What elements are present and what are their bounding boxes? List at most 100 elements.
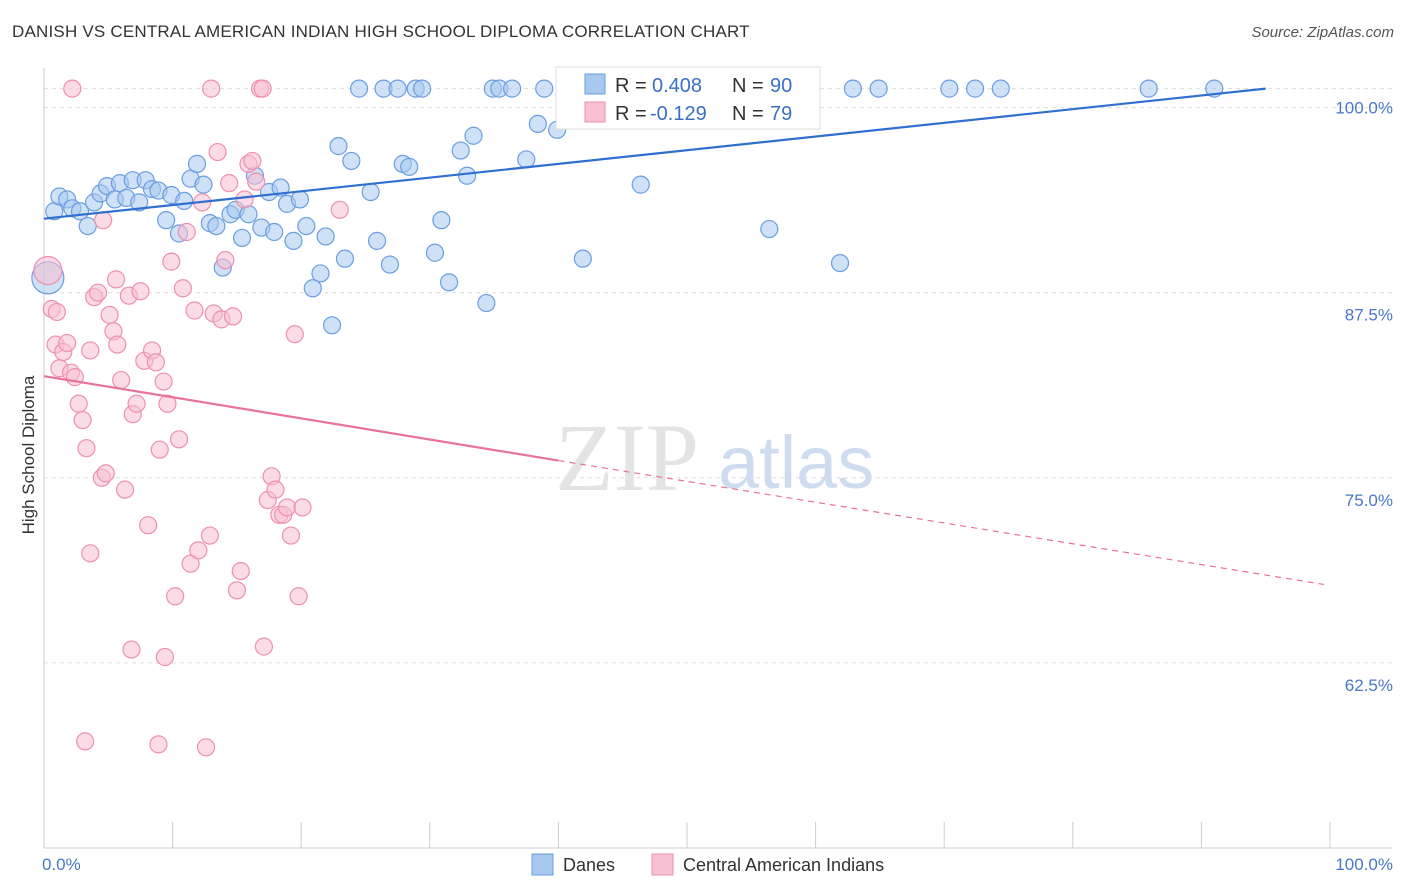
stats-swatch-cai: [584, 101, 606, 123]
danes-point: [335, 249, 355, 268]
danes-point: [439, 273, 459, 292]
cai-point: [196, 738, 216, 757]
stats-legend-box: R = 0.408 N = 90 R = -0.129 N = 79: [555, 66, 821, 130]
danes-point: [175, 191, 194, 211]
stats-swatch-danes: [584, 73, 606, 95]
cai-point: [158, 394, 177, 413]
cai-point: [166, 587, 185, 606]
danes-point: [284, 231, 303, 250]
stat-r-label-cai: R =: [615, 103, 647, 125]
danes-point: [991, 79, 1010, 98]
danes-point: [271, 178, 290, 197]
cai-point: [127, 394, 146, 413]
danes-point: [361, 182, 380, 202]
cai-point: [69, 394, 88, 413]
cai-point: [100, 305, 119, 325]
cai-point: [208, 142, 227, 162]
y-tick-label-2: 87.5%: [1345, 306, 1393, 325]
danes-point: [207, 216, 226, 236]
zipatlas-watermark: ZIP atlas: [555, 404, 874, 511]
danes-point: [232, 228, 252, 248]
stat-n-value-cai: 79: [770, 103, 792, 125]
cai-point: [169, 430, 189, 449]
cai-point: [96, 464, 115, 483]
cai-trend-line-extension: [558, 459, 1325, 586]
danes-point: [380, 255, 400, 274]
x-tick-label-0: 0.0%: [42, 855, 81, 874]
cai-point: [106, 270, 126, 289]
cai-point: [277, 498, 297, 517]
cai-point: [330, 200, 349, 219]
cai-point: [77, 439, 96, 458]
cai-point: [47, 302, 66, 322]
danes-point: [830, 253, 850, 273]
danes-point: [517, 150, 536, 169]
danes-point: [367, 231, 387, 250]
cai-point: [185, 301, 204, 320]
cai-point: [220, 174, 239, 193]
danes-point: [869, 79, 888, 98]
y-axis-title: High School Diploma: [19, 375, 38, 534]
danes-point: [322, 316, 342, 335]
cai-point: [177, 222, 196, 242]
cai-point: [149, 735, 168, 754]
danes-point: [573, 249, 592, 268]
danes-point: [432, 211, 451, 230]
danes-point: [157, 211, 176, 230]
cai-point: [73, 410, 92, 430]
danes-point: [342, 151, 361, 171]
legend-swatch-danes: [531, 853, 554, 876]
cai-point: [150, 440, 169, 459]
danes-point: [303, 279, 322, 298]
cai-point: [243, 151, 262, 171]
y-tick-label-1: 75.0%: [1345, 491, 1393, 510]
danes-point: [457, 166, 477, 185]
danes-point: [412, 79, 432, 98]
cai-point: [189, 541, 208, 560]
danes-point: [528, 114, 547, 134]
danes-point: [78, 216, 97, 236]
cai-point: [112, 370, 131, 390]
danes-point: [535, 79, 554, 98]
danes-point: [464, 126, 483, 145]
danes-point: [349, 79, 369, 98]
cai-point: [81, 341, 100, 360]
cai-point: [223, 307, 243, 326]
cai-point: [76, 732, 95, 751]
cai-point: [254, 637, 274, 656]
cai-point: [216, 251, 235, 270]
cai-point: [231, 561, 250, 581]
cai-point: [227, 581, 246, 600]
x-tick-labels: 0.0% 100.0%: [42, 855, 1393, 874]
legend-swatch-cai: [651, 853, 674, 876]
watermark-zip: ZIP: [555, 404, 699, 511]
legend-label-danes: Danes: [563, 855, 615, 875]
cai-point: [293, 498, 312, 517]
y-tick-labels: 62.5% 75.0% 87.5% 100.0%: [1335, 99, 1393, 695]
danes-point: [311, 264, 330, 283]
danes-point: [1139, 79, 1158, 98]
central-american-indians-points: [33, 79, 349, 757]
danes-point: [940, 79, 959, 98]
cai-point: [154, 372, 173, 391]
cai-trend-line: [43, 375, 559, 462]
cai-point: [58, 333, 77, 353]
axes: [43, 68, 1392, 849]
stat-n-value-danes: 90: [770, 75, 792, 97]
cai-point: [181, 554, 200, 573]
y-tick-label-3: 100.0%: [1335, 99, 1393, 118]
stat-r-label-danes: R =: [615, 75, 647, 97]
danes-point: [388, 79, 407, 98]
danes-trend-line: [43, 87, 1266, 220]
stat-n-label-danes: N =: [732, 75, 764, 97]
danes-point: [239, 205, 258, 224]
danes-point: [503, 79, 522, 98]
stat-n-label-cai: N =: [732, 103, 764, 125]
cai-point: [146, 353, 165, 372]
chart-title: DANISH VS CENTRAL AMERICAN INDIAN HIGH S…: [12, 22, 750, 41]
cai-point: [139, 516, 158, 535]
cai-point: [94, 211, 113, 230]
danes-point: [843, 79, 862, 98]
cai-point: [266, 480, 285, 499]
